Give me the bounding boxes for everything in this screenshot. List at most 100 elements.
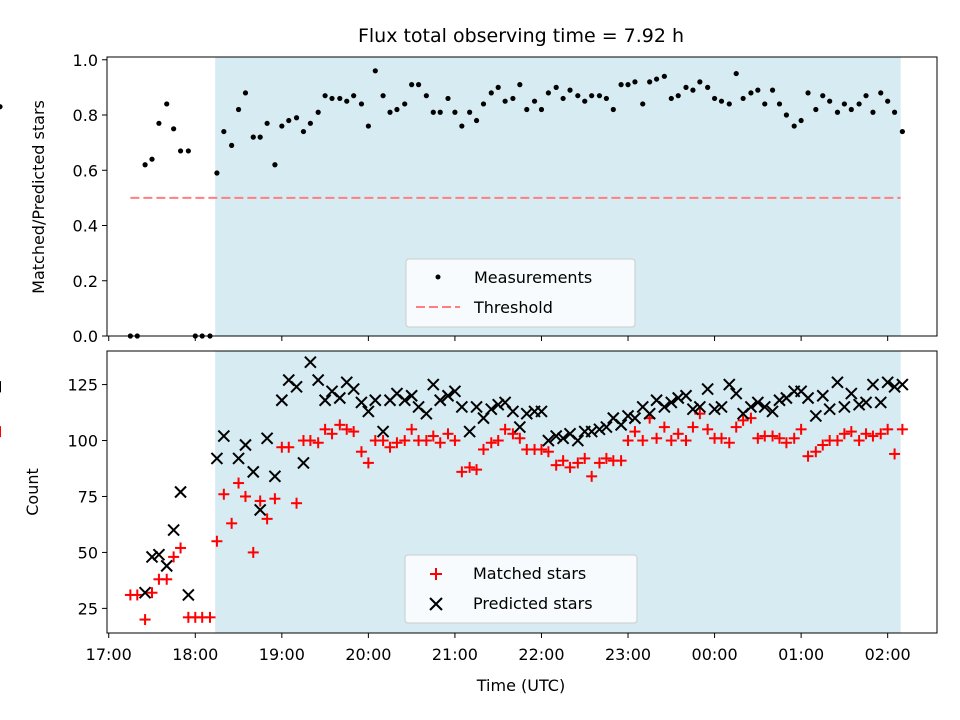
measurement-point xyxy=(351,93,357,99)
matched-star-point xyxy=(348,426,360,438)
matched-star-point xyxy=(161,573,173,585)
measurement-point xyxy=(272,162,278,168)
measurement-point xyxy=(164,101,170,107)
measurement-point xyxy=(250,134,256,140)
matched-stars-points xyxy=(0,408,908,626)
measurement-point xyxy=(315,109,321,115)
matched-star-point xyxy=(586,470,598,482)
bottom-x-ticks: 17:00 18:00 19:00 20:00 21:00 22:00 23:00 00:00… xyxy=(86,633,911,664)
measurement-point xyxy=(344,98,350,104)
matched-star-point xyxy=(291,497,303,509)
matched-star-point xyxy=(442,428,454,440)
predicted-star-point xyxy=(845,387,858,400)
matched-star-point xyxy=(304,435,316,447)
matched-star-point xyxy=(658,421,670,433)
measurement-point xyxy=(264,120,270,126)
measurement-point xyxy=(640,101,646,107)
top-y-tick-label: 0.0 xyxy=(73,327,98,346)
measurement-point xyxy=(740,95,746,102)
predicted-star-point xyxy=(369,394,382,407)
predicted-star-point xyxy=(513,420,527,434)
matched-star-point xyxy=(579,452,591,464)
predicted-star-point xyxy=(816,389,829,402)
measurement-point xyxy=(798,117,804,124)
measurement-point xyxy=(423,93,429,99)
measurement-point xyxy=(899,128,905,135)
top-panel: 0.0 0.2 0.4 0.6 0.8 1.0 Matched/Predicted sta… xyxy=(0,51,938,346)
predicted-star-point xyxy=(672,391,685,405)
predicted-star-point xyxy=(859,396,873,409)
measurement-point xyxy=(813,106,819,113)
measurement-point xyxy=(582,98,588,104)
measurement-point xyxy=(596,93,603,99)
predicted-star-point xyxy=(874,396,887,409)
matched-star-point xyxy=(810,446,822,458)
measurement-point xyxy=(575,93,581,99)
predicted-star-point xyxy=(152,548,166,561)
matched-star-point xyxy=(239,490,251,502)
predicted-star-point xyxy=(831,376,844,389)
matched-star-point xyxy=(838,428,850,440)
measurement-point xyxy=(437,109,443,115)
matched-star-point xyxy=(341,423,353,435)
predicted-star-point xyxy=(455,400,469,414)
measurement-point xyxy=(885,98,891,104)
matched-star-point xyxy=(247,546,259,558)
matched-star-point xyxy=(737,414,749,426)
matched-star-point xyxy=(477,443,489,455)
measurement-point xyxy=(567,87,573,93)
measurement-point xyxy=(603,95,609,102)
predicted-star-point xyxy=(174,485,187,499)
legend-threshold-label: Threshold xyxy=(473,298,553,317)
matched-star-point xyxy=(780,437,792,449)
measurement-point xyxy=(891,109,898,115)
measurement-point xyxy=(718,98,725,104)
predicted-star-point xyxy=(801,391,815,405)
measurement-point xyxy=(221,128,227,135)
measurement-point xyxy=(394,106,400,113)
predicted-star-point xyxy=(708,402,721,416)
x-tick-label: 20:00 xyxy=(345,645,391,664)
measurement-point xyxy=(690,87,696,93)
predicted-star-point xyxy=(701,382,714,396)
measurement-point xyxy=(762,101,768,107)
matched-star-point xyxy=(882,423,894,435)
predicted-star-point xyxy=(160,559,173,573)
measurement-point xyxy=(863,93,869,99)
predicted-star-point xyxy=(297,456,310,470)
bottom-y-tick-label: 100 xyxy=(67,432,98,451)
predicted-star-point xyxy=(593,423,606,436)
matched-star-point xyxy=(514,432,526,444)
matched-star-point xyxy=(261,513,273,525)
predicted-star-point xyxy=(679,389,693,402)
matched-star-point xyxy=(427,430,439,442)
predicted-star-point xyxy=(268,470,282,483)
matched-star-point xyxy=(637,435,649,447)
predicted-star-point xyxy=(290,380,303,394)
matched-star-point xyxy=(326,428,338,440)
matched-star-point xyxy=(312,437,324,449)
matched-star-point xyxy=(377,435,389,447)
measurement-point xyxy=(878,90,884,96)
predicted-star-point xyxy=(448,385,462,398)
x-tick-label: 17:00 xyxy=(86,645,132,664)
measurement-point xyxy=(214,170,220,176)
matched-star-point xyxy=(564,461,576,473)
matched-star-point xyxy=(420,435,432,447)
predicted-star-point xyxy=(347,382,360,396)
predicted-star-point xyxy=(405,389,418,402)
legend-predicted-label: Predicted stars xyxy=(473,594,593,613)
matched-star-point xyxy=(334,419,346,431)
matched-star-point xyxy=(499,423,511,435)
measurement-point xyxy=(177,148,184,154)
measurement-point xyxy=(841,101,847,107)
matched-star-point xyxy=(788,432,800,444)
matched-star-point xyxy=(680,435,692,447)
matched-star-point xyxy=(226,517,238,529)
measurement-point xyxy=(545,90,551,96)
x-axis-label: Time (UTC) xyxy=(476,676,565,695)
predicted-star-point xyxy=(463,425,476,438)
predicted-star-point xyxy=(809,409,823,423)
measurement-point xyxy=(697,79,703,85)
measurement-point xyxy=(675,93,681,99)
